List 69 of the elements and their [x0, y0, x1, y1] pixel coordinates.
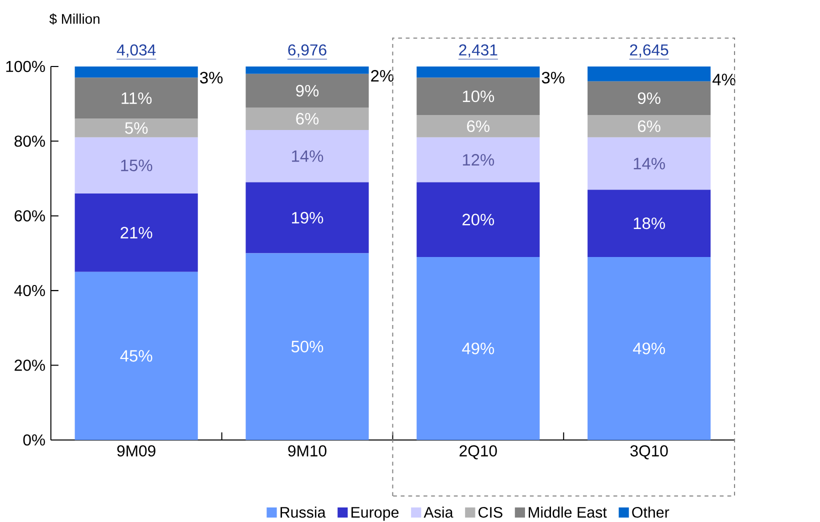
annotation: 2,645: [630, 44, 668, 58]
bar: [588, 256, 711, 440]
data-label: 6%: [296, 112, 319, 124]
bar: [416, 66, 540, 78]
data-label: 6%: [638, 120, 660, 132]
data-label: 5%: [125, 122, 148, 134]
y-tick-label: 80%: [14, 135, 45, 147]
data-label: 18%: [634, 217, 665, 230]
data-label: 21%: [120, 226, 152, 238]
data-label: 14%: [634, 158, 665, 170]
data-label: 15%: [121, 160, 152, 172]
annotation: 4,034: [116, 44, 156, 58]
y-tick-label: 20%: [14, 360, 45, 371]
legend-label: Other: [632, 506, 670, 518]
bar: [588, 66, 711, 82]
bar: [74, 193, 198, 272]
data-label: 6%: [467, 120, 490, 132]
data-label: 11%: [122, 92, 152, 104]
bar: [74, 137, 198, 194]
bar: [246, 66, 369, 74]
bar: [416, 137, 540, 182]
bar: [416, 78, 540, 115]
y-axis-title: $ Million: [49, 13, 100, 25]
bar: [74, 78, 198, 119]
bar: [74, 272, 198, 440]
data-label: 2%: [371, 70, 394, 82]
bar: [246, 253, 369, 440]
data-label: 50%: [291, 340, 324, 352]
legend-label: CIS: [478, 506, 502, 518]
bar: [416, 182, 540, 257]
y-tick-label: 100%: [6, 60, 45, 72]
x-tick-label: 2Q10: [460, 445, 497, 460]
bar: [74, 66, 198, 78]
bar: [246, 107, 369, 130]
data-label: 49%: [632, 342, 665, 354]
bar: [246, 130, 369, 182]
data-label: 19%: [292, 212, 324, 224]
data-label: 4%: [712, 74, 736, 86]
legend-label: Asia: [424, 506, 454, 518]
legend-label: Middle East: [528, 506, 607, 518]
y-tick-label: 40%: [14, 284, 45, 296]
data-label: 9%: [296, 84, 319, 96]
legend-label: Russia: [280, 506, 326, 518]
bar: [74, 118, 198, 138]
bar: [416, 114, 540, 138]
bar: [246, 182, 369, 254]
x-tick-label: 9M10: [288, 445, 326, 456]
data-label: 45%: [120, 350, 152, 362]
data-label: 49%: [462, 342, 494, 354]
data-label: 3%: [200, 72, 223, 84]
data-label: 14%: [292, 150, 324, 162]
legend-label: Europe: [351, 507, 399, 521]
data-label: 10%: [462, 90, 494, 102]
bar: [416, 256, 540, 440]
bar: [588, 190, 711, 257]
bar: [588, 137, 711, 190]
bar: [246, 74, 369, 108]
annotation: 6,976: [288, 44, 326, 58]
bar: [588, 81, 711, 115]
data-label: 12%: [462, 154, 494, 166]
bar: [588, 114, 711, 138]
y-tick-label: 0%: [23, 434, 45, 446]
data-label: 20%: [462, 214, 494, 226]
data-label: 9%: [638, 92, 660, 104]
x-tick-label: 3Q10: [630, 445, 668, 460]
y-tick-label: 60%: [14, 210, 45, 222]
annotation: 2,431: [459, 44, 498, 58]
x-tick-label: 9M09: [117, 445, 156, 456]
data-label: 3%: [542, 72, 564, 84]
